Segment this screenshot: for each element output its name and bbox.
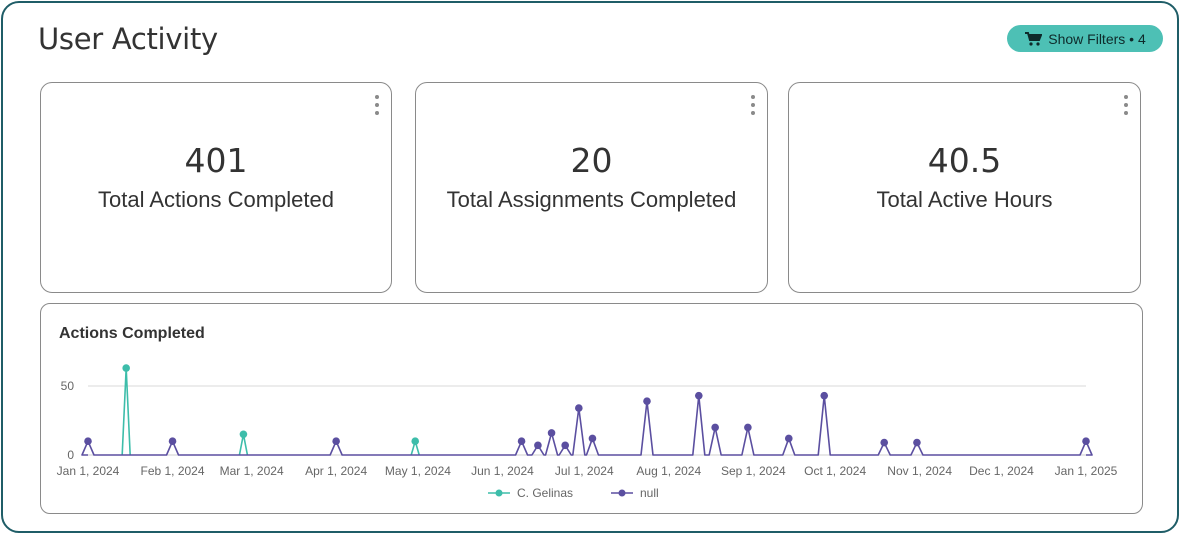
- data-point: [694, 391, 703, 400]
- data-point: [239, 430, 248, 439]
- x-tick-label: Jan 1, 2025: [1055, 464, 1118, 478]
- x-tick-label: Jan 1, 2024: [57, 464, 120, 478]
- data-point: [168, 437, 177, 445]
- data-point: [784, 434, 793, 443]
- x-tick-label: May 1, 2024: [385, 464, 451, 478]
- stat-card-total-assignments: 20 Total Assignments Completed: [415, 82, 768, 293]
- series-line-null: [81, 394, 1093, 456]
- data-point: [332, 437, 340, 445]
- data-point: [643, 397, 651, 405]
- show-filters-button[interactable]: Show Filters • 4: [1007, 25, 1163, 52]
- card-menu-icon[interactable]: [1122, 95, 1130, 115]
- stat-value: 20: [570, 141, 613, 180]
- data-point: [534, 441, 542, 450]
- data-point: [588, 434, 597, 443]
- stat-value: 40.5: [927, 141, 1002, 180]
- stat-card-total-actions: 401 Total Actions Completed: [40, 82, 392, 293]
- stat-label: Total Actions Completed: [97, 187, 335, 212]
- data-point: [744, 423, 752, 432]
- y-tick-label: 0: [67, 448, 74, 462]
- x-tick-label: Jun 1, 2024: [471, 464, 534, 478]
- x-tick-label: Apr 1, 2024: [305, 464, 367, 478]
- filter-cart-icon: [1025, 31, 1043, 46]
- page-title: User Activity: [38, 22, 218, 56]
- legend-label: null: [640, 486, 659, 500]
- data-point: [711, 423, 719, 432]
- card-menu-icon[interactable]: [749, 95, 757, 115]
- y-tick-label: 50: [61, 379, 75, 393]
- data-point: [1082, 437, 1090, 445]
- data-point: [122, 364, 130, 372]
- stat-value: 401: [184, 141, 248, 180]
- x-tick-label: Feb 1, 2024: [140, 464, 204, 478]
- data-point: [561, 441, 569, 450]
- legend-label: C. Gelinas: [517, 486, 573, 500]
- x-tick-label: Dec 1, 2024: [969, 464, 1034, 478]
- data-point: [547, 429, 556, 437]
- x-tick-label: Oct 1, 2024: [804, 464, 866, 478]
- data-point: [517, 437, 526, 445]
- actions-completed-chart-card: Actions Completed 0 50 Jan 1, 2024 Feb 1, 2…: [40, 303, 1143, 514]
- stat-label: Total Assignments Completed: [446, 187, 737, 212]
- x-tick-label: Mar 1, 2024: [220, 464, 284, 478]
- x-tick-label: Aug 1, 2024: [636, 464, 701, 478]
- x-tick-label: Jul 1, 2024: [555, 464, 614, 478]
- stat-card-active-hours: 40.5 Total Active Hours: [788, 82, 1141, 293]
- chart-title: Actions Completed: [59, 325, 205, 342]
- stat-label: Total Active Hours: [876, 187, 1053, 212]
- data-point: [913, 438, 921, 447]
- data-point: [880, 438, 889, 447]
- data-point: [411, 437, 420, 445]
- card-menu-icon[interactable]: [373, 95, 381, 115]
- actions-completed-chart: 0 50 Jan 1, 2024 Feb 1, 2024 Mar 1, 2024 Apr …: [57, 364, 1118, 500]
- x-tick-label: Sep 1, 2024: [721, 464, 786, 478]
- legend-marker: [618, 489, 626, 497]
- show-filters-label: Show Filters • 4: [1048, 30, 1146, 47]
- x-tick-label: Nov 1, 2024: [887, 464, 952, 478]
- data-point: [820, 391, 829, 400]
- legend-marker: [495, 489, 503, 497]
- data-point: [84, 437, 92, 445]
- data-point: [575, 404, 583, 412]
- series-line-c-gelinas: [121, 367, 420, 456]
